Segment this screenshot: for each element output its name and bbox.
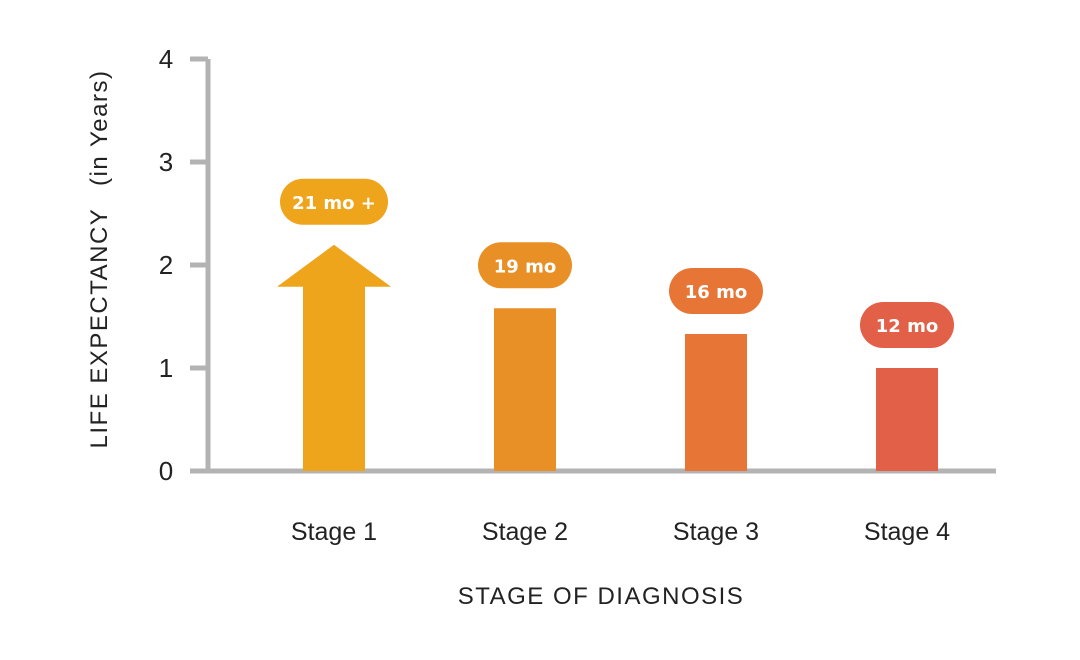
y-axis-title-main: LIFE EXPECTANCY — [86, 208, 113, 448]
category-labels: Stage 1 Stage 2 Stage 3 Stage 4 — [291, 518, 950, 546]
data-label-bg — [280, 178, 388, 225]
y-axis-title-unit: (in Years) — [86, 70, 113, 186]
data-label-bg — [478, 242, 572, 289]
x-category-label: Stage 4 — [864, 518, 950, 546]
x-axis-title: STAGE OF DIAGNOSIS — [458, 583, 745, 610]
data-label-bg — [860, 302, 954, 348]
bar-marks — [277, 244, 938, 471]
data-label-text: 16 mo — [685, 282, 747, 303]
y-tick-label: 2 — [159, 250, 173, 280]
data-label-pill: 12 mo — [860, 302, 954, 348]
data-label-bg — [669, 268, 763, 315]
x-category-label: Stage 2 — [482, 518, 568, 546]
data-label-pill: 16 mo — [669, 268, 763, 315]
y-ticks: 0 1 2 3 4 — [159, 44, 208, 486]
data-label-text: 21 mo + — [292, 193, 376, 214]
y-tick-label: 0 — [159, 456, 173, 486]
bar-stage-3 — [685, 334, 747, 471]
data-label-pill: 21 mo + — [280, 178, 388, 225]
y-tick-label: 4 — [159, 44, 173, 74]
bar-stage-4 — [876, 368, 938, 471]
data-label-text: 12 mo — [876, 316, 938, 337]
data-label-text: 19 mo — [494, 256, 556, 277]
bar-stage-2 — [494, 308, 556, 471]
y-axis-title: LIFE EXPECTANCY (in Years) — [86, 70, 113, 449]
y-tick-label: 1 — [159, 353, 173, 383]
bar-arrow-stage-1 — [277, 244, 391, 471]
data-labels: 21 mo + 19 mo 16 mo 12 mo — [280, 178, 954, 348]
y-tick-label: 3 — [159, 147, 173, 177]
data-label-pill: 19 mo — [478, 242, 572, 289]
x-category-label: Stage 3 — [673, 518, 759, 546]
x-category-label: Stage 1 — [291, 518, 377, 546]
